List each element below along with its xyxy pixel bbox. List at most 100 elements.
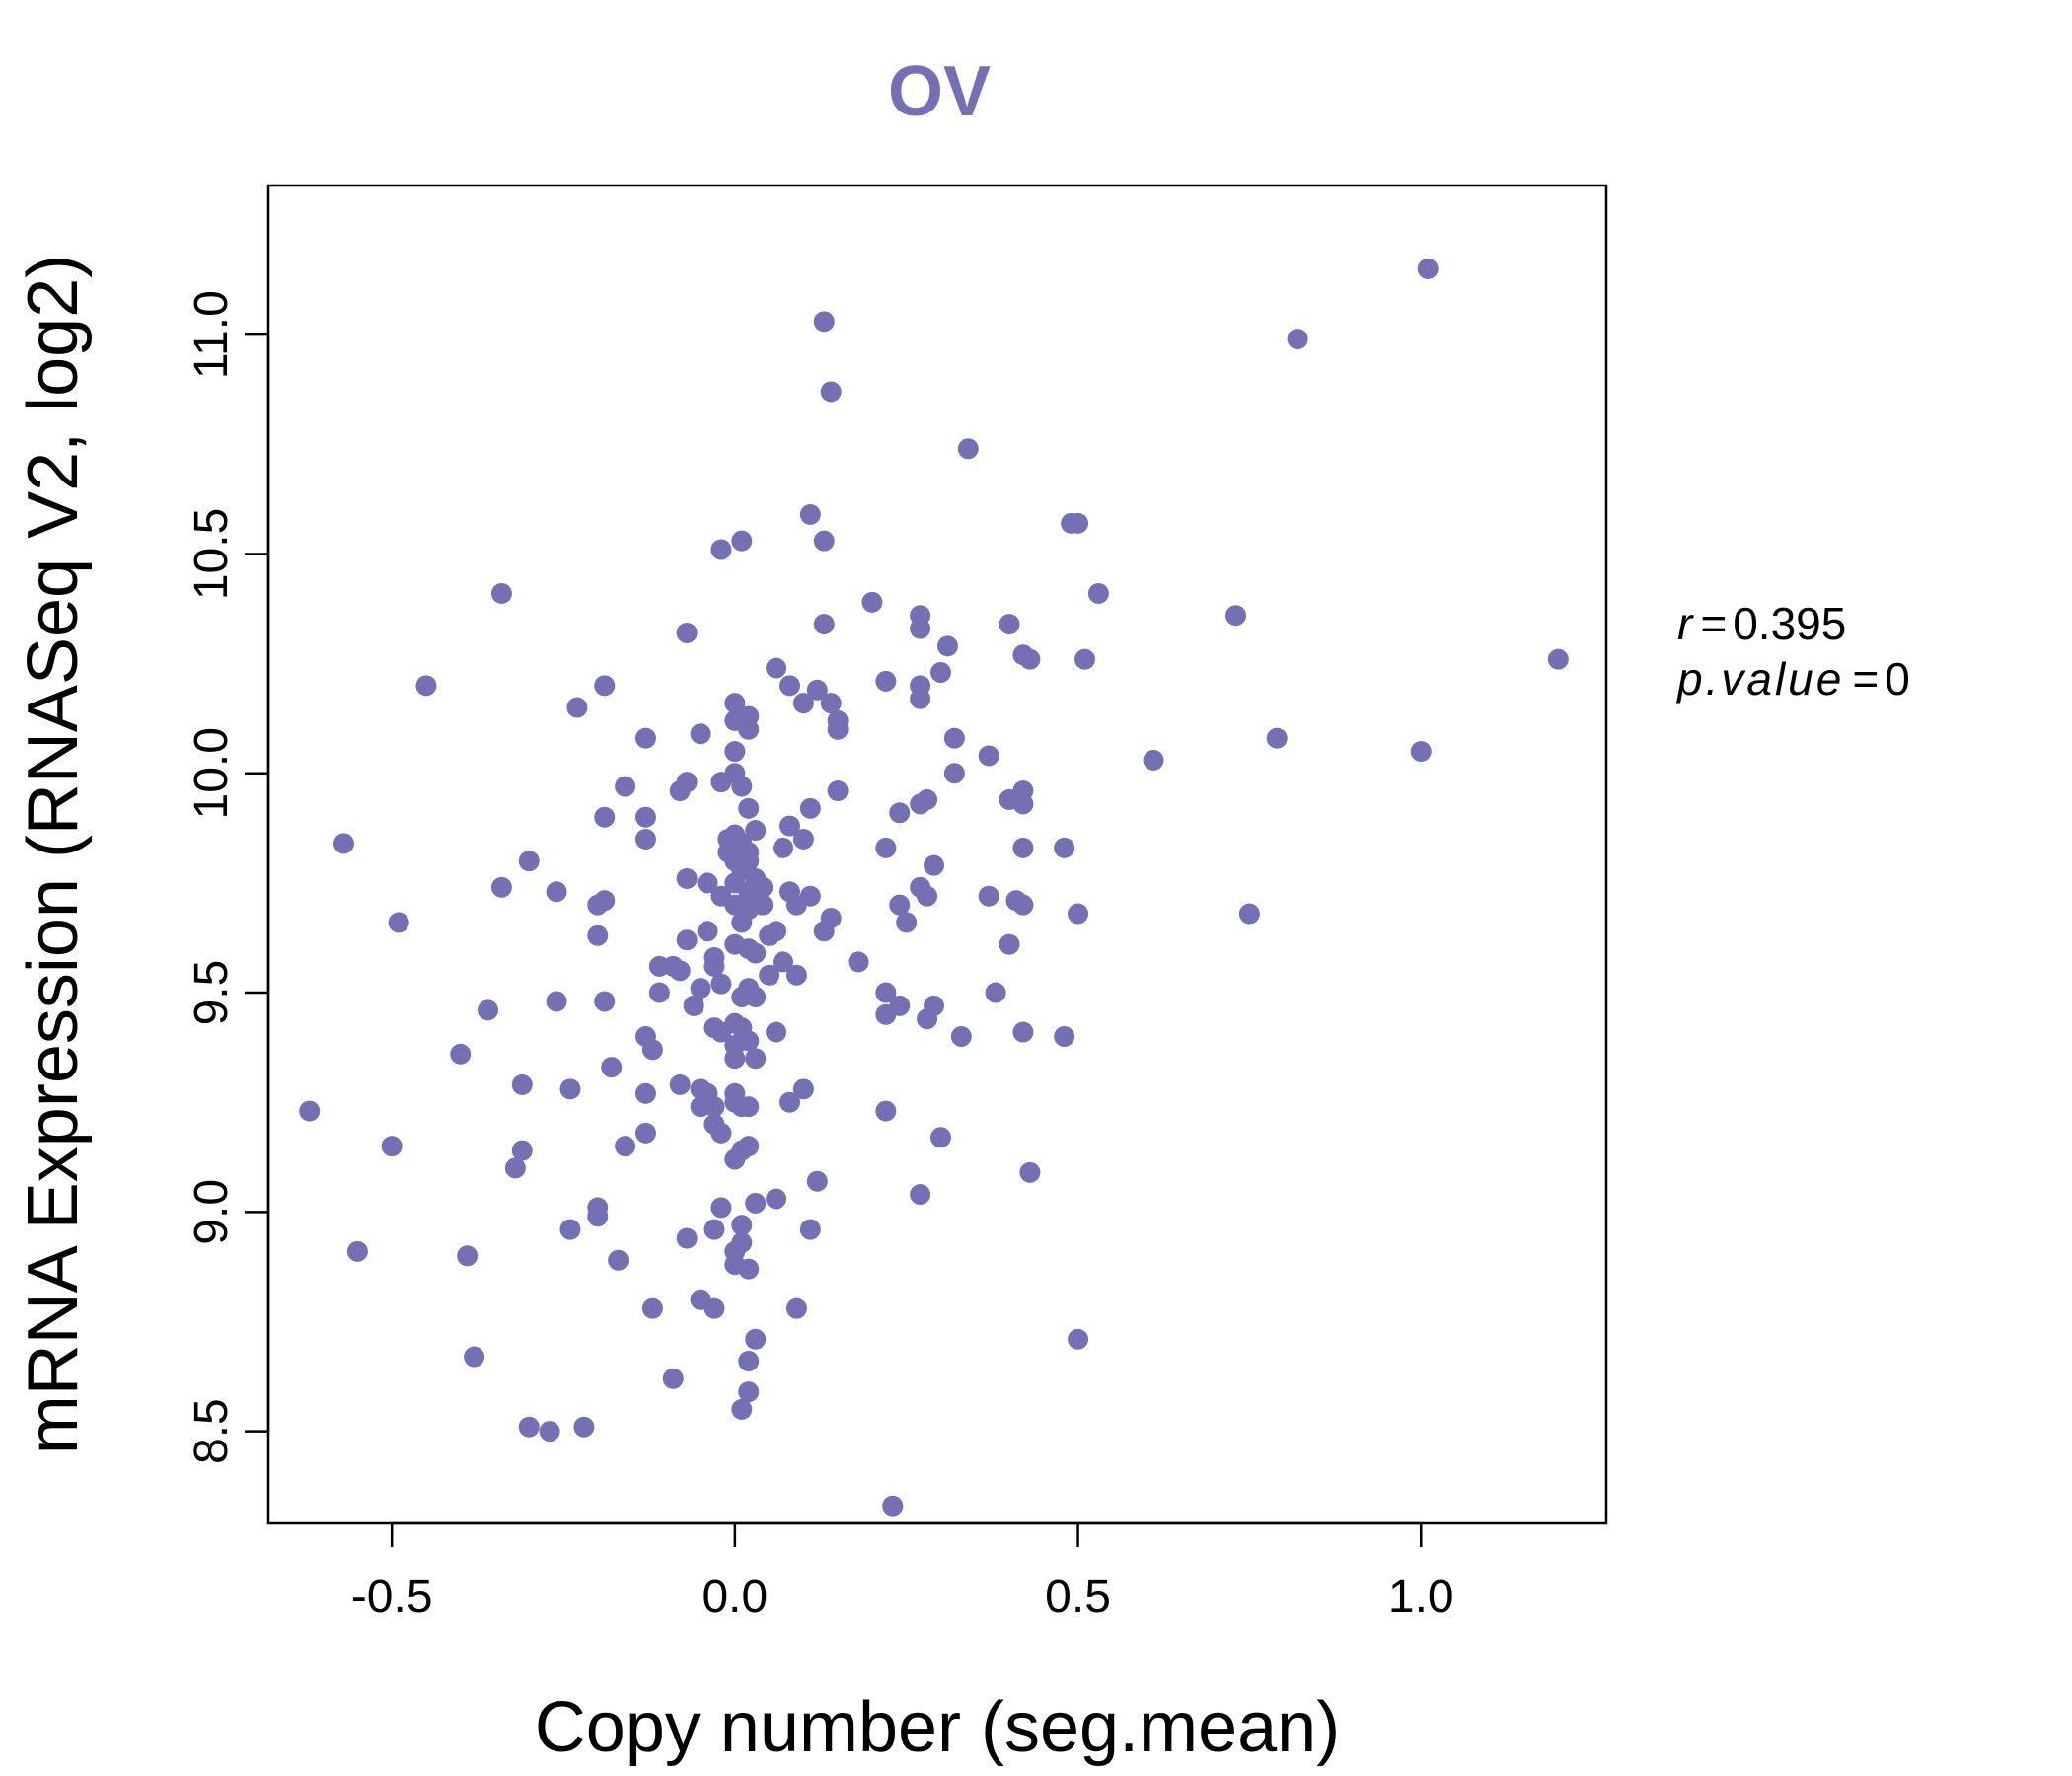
data-point — [827, 780, 849, 802]
data-point — [346, 1240, 368, 1262]
x-tick-label: -0.5 — [351, 1571, 433, 1623]
data-point — [511, 1140, 533, 1161]
data-point — [1019, 648, 1041, 670]
data-point — [950, 1026, 972, 1048]
data-point — [669, 780, 691, 802]
data-point — [1074, 648, 1096, 670]
data-point — [1054, 837, 1075, 858]
data-point — [601, 1057, 623, 1078]
data-point — [778, 815, 800, 837]
data-point — [875, 837, 897, 858]
data-point — [999, 933, 1020, 955]
data-point — [848, 951, 869, 973]
data-point — [875, 670, 897, 692]
data-point — [676, 622, 698, 643]
data-point — [1068, 903, 1089, 925]
data-point — [1266, 727, 1288, 749]
p-value: 0 — [1885, 653, 1910, 704]
data-point — [333, 833, 354, 854]
p-label: p.value — [1675, 653, 1844, 704]
data-point — [820, 381, 842, 403]
data-point — [759, 925, 780, 946]
y-tick-label: 9.5 — [185, 960, 238, 1026]
data-point — [676, 929, 698, 951]
data-point — [697, 872, 718, 894]
data-point — [924, 854, 945, 876]
data-point — [539, 1421, 560, 1443]
data-point — [778, 1091, 800, 1113]
data-point — [917, 1008, 938, 1030]
data-point — [1547, 648, 1569, 670]
y-tick-label: 11.0 — [185, 290, 238, 379]
data-point — [478, 999, 499, 1021]
data-point — [875, 982, 897, 1003]
data-point — [910, 1184, 931, 1206]
data-point — [799, 1219, 821, 1240]
data-point — [738, 797, 760, 819]
x-tick-label: 0.0 — [702, 1571, 768, 1623]
data-point — [415, 675, 437, 697]
data-point — [504, 1157, 526, 1179]
data-point — [985, 982, 1006, 1003]
data-point — [594, 675, 616, 697]
data-point — [875, 1100, 897, 1122]
data-point — [1012, 793, 1034, 815]
data-point — [745, 820, 767, 842]
data-point — [710, 973, 732, 995]
data-point — [731, 1096, 753, 1118]
data-point — [813, 530, 835, 552]
y-axis-label: mRNA Expression (RNASeq V2, log2) — [14, 255, 93, 1454]
data-point — [559, 1078, 581, 1100]
data-point — [518, 851, 540, 872]
data-point — [1287, 329, 1308, 350]
data-point — [703, 1297, 725, 1319]
y-axis: 8.5 9.0 9.5 10.0 10.5 11.0 — [185, 290, 270, 1464]
data-point — [910, 688, 931, 709]
x-tick-label: 0.5 — [1045, 1571, 1111, 1623]
data-point — [1224, 605, 1246, 627]
data-point — [820, 693, 842, 714]
data-point — [1143, 749, 1164, 771]
data-point — [518, 1416, 540, 1438]
data-point — [999, 614, 1020, 635]
data-point — [889, 894, 911, 916]
data-point — [745, 1192, 767, 1214]
data-point — [1019, 1161, 1041, 1183]
data-point — [634, 1122, 656, 1144]
data-point — [943, 727, 965, 749]
data-point — [910, 793, 931, 815]
data-point — [785, 964, 807, 986]
y-tick-label: 10.0 — [185, 727, 238, 819]
data-point — [388, 912, 409, 933]
data-point — [889, 802, 911, 824]
data-point — [669, 1073, 691, 1095]
data-point — [738, 1351, 760, 1372]
data-point — [559, 1219, 581, 1240]
data-point — [731, 1398, 753, 1420]
data-point — [978, 885, 999, 907]
data-point — [690, 723, 711, 745]
data-point — [731, 1215, 753, 1236]
data-point — [813, 614, 835, 635]
data-point — [697, 921, 718, 942]
data-point — [1054, 1026, 1075, 1048]
data-point — [773, 951, 794, 973]
data-point — [731, 776, 753, 797]
data-point — [766, 1188, 787, 1210]
data-point — [766, 1021, 787, 1043]
data-point — [896, 912, 918, 933]
data-point — [929, 1127, 951, 1148]
data-point — [566, 697, 588, 718]
data-point — [299, 1100, 321, 1122]
data-point — [799, 503, 821, 525]
data-point — [1087, 582, 1109, 604]
data-point — [710, 772, 732, 793]
data-point — [724, 1048, 746, 1070]
data-point — [778, 675, 800, 697]
data-point — [766, 657, 787, 679]
data-point — [724, 693, 746, 714]
chart-title: OV — [888, 52, 991, 131]
data-point — [703, 1219, 725, 1240]
data-point — [594, 890, 616, 912]
